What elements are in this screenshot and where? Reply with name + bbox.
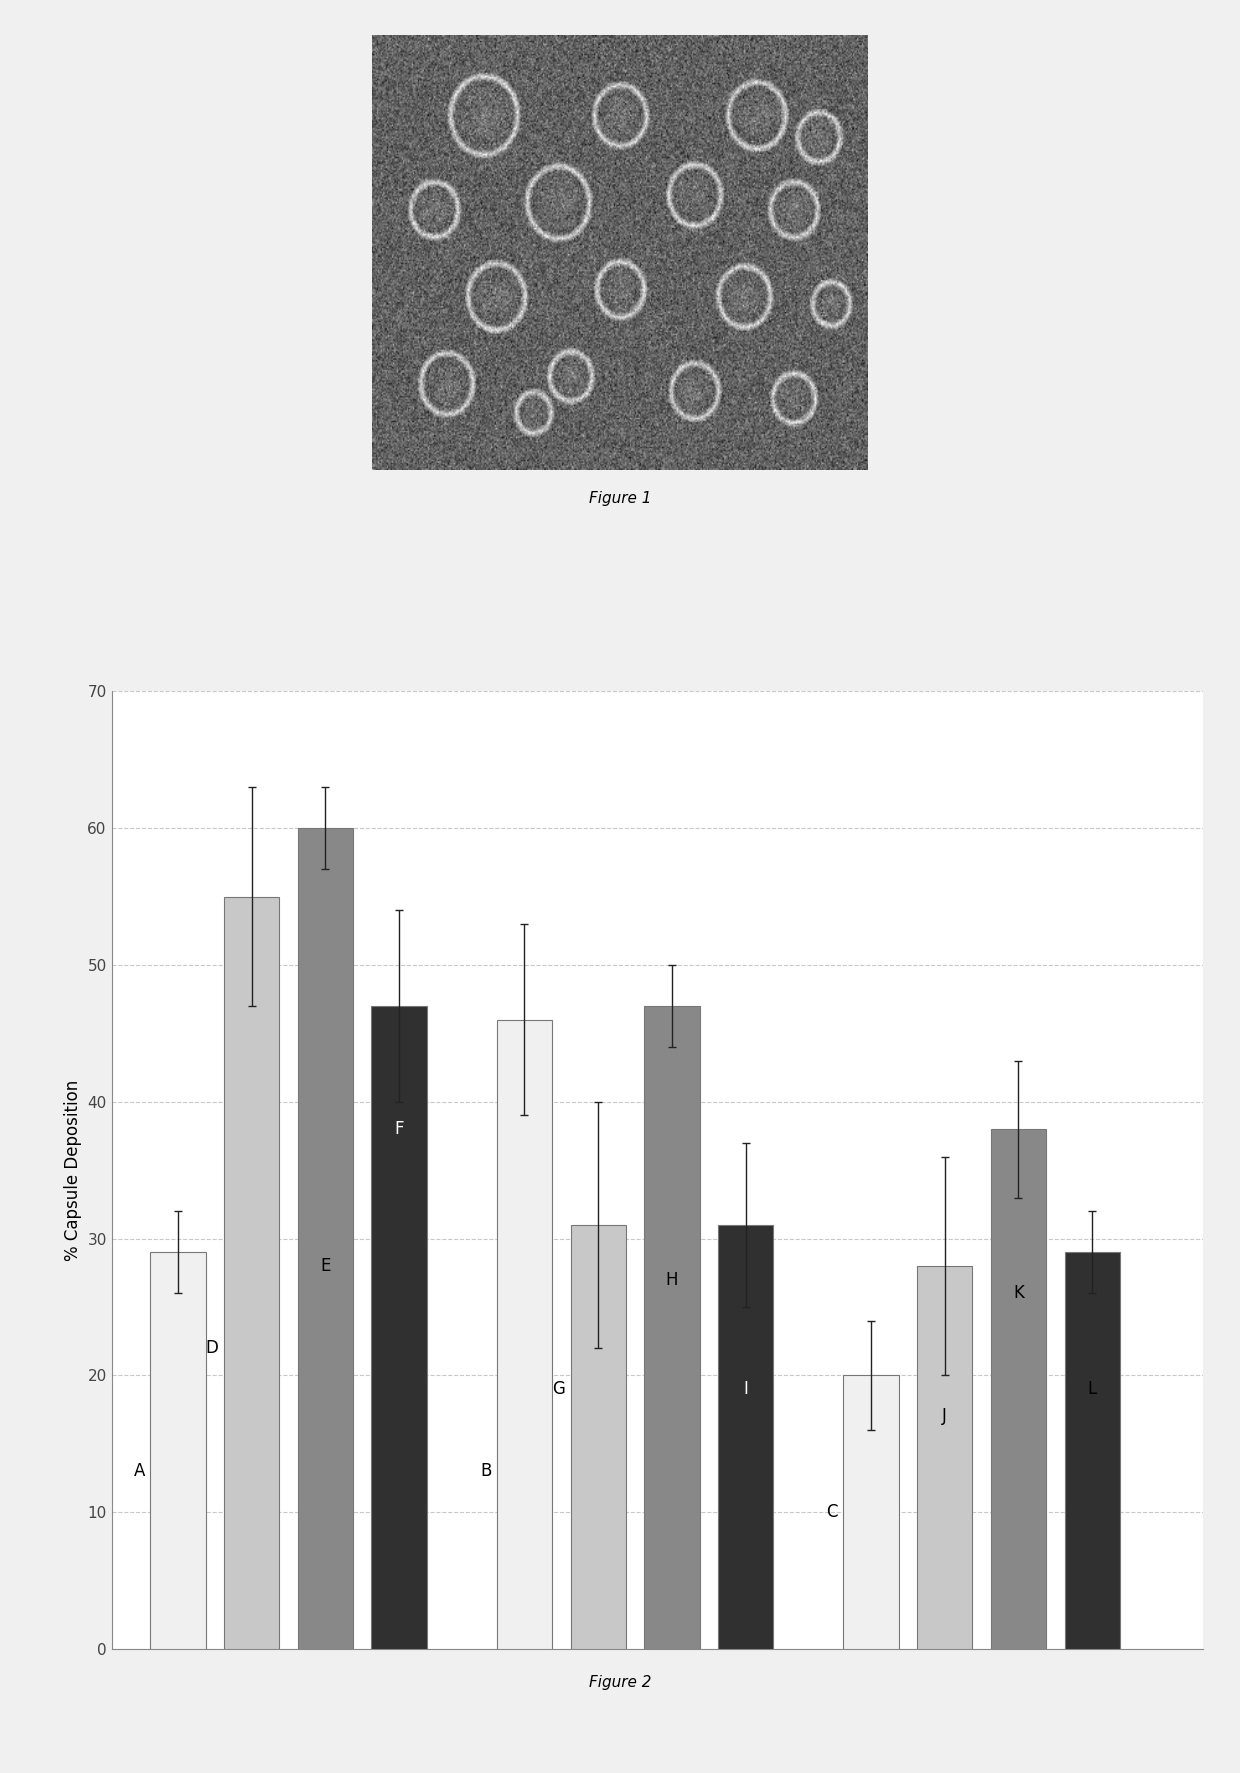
Bar	[150, 1252, 206, 1649]
Y-axis label: % Capsule Deposition: % Capsule Deposition	[63, 1080, 82, 1261]
Bar	[718, 1225, 774, 1649]
Bar	[918, 1266, 972, 1649]
Text: A: A	[134, 1463, 145, 1480]
Text: L: L	[1087, 1379, 1097, 1399]
Bar	[843, 1376, 899, 1649]
Bar	[570, 1225, 626, 1649]
Bar	[298, 828, 353, 1649]
Bar	[372, 1005, 427, 1649]
Text: B: B	[480, 1463, 491, 1480]
Text: E: E	[320, 1257, 331, 1275]
Bar	[645, 1005, 699, 1649]
Text: H: H	[666, 1271, 678, 1289]
Text: J: J	[942, 1408, 947, 1425]
Text: Figure 2: Figure 2	[589, 1675, 651, 1690]
Bar	[497, 1019, 552, 1649]
Bar	[224, 897, 279, 1649]
Text: D: D	[206, 1339, 218, 1356]
Bar	[1065, 1252, 1120, 1649]
Text: I: I	[743, 1379, 748, 1399]
Bar	[991, 1129, 1047, 1649]
Text: K: K	[1013, 1284, 1024, 1303]
Text: F: F	[394, 1121, 404, 1138]
Text: G: G	[552, 1379, 565, 1399]
Text: C: C	[826, 1504, 838, 1521]
Text: Figure 1: Figure 1	[589, 491, 651, 505]
